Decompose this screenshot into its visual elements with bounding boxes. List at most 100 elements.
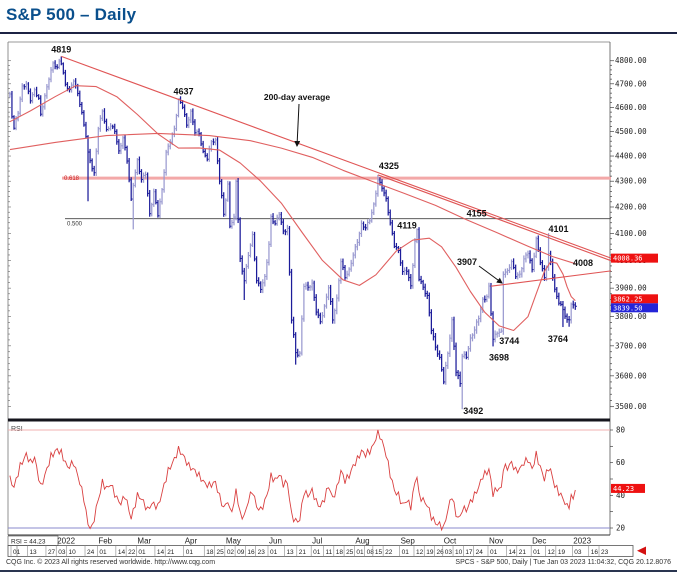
day-tick-label: 12	[548, 549, 556, 556]
rsi-pane-label: RSI	[11, 426, 23, 433]
annotation-4325: 4325	[379, 161, 399, 171]
price-tick-label: 4800.00	[615, 56, 647, 65]
session-info-text: SPCS - S&P 500, Daily | Tue Jan 03 2023 …	[455, 559, 671, 566]
month-label-Jul: Jul	[312, 537, 322, 546]
day-tick-label: 11	[326, 549, 333, 556]
footer: CQG Inc. © 2023 All rights reserved worl…	[0, 558, 677, 572]
day-tick-label: 14	[508, 549, 516, 556]
copyright-text: CQG Inc. © 2023 All rights reserved worl…	[6, 559, 216, 566]
day-tick-label: 25	[217, 549, 225, 556]
annotation-3698: 3698	[489, 352, 509, 362]
day-tick-label: 21	[299, 549, 307, 556]
downtrend-from-4819	[61, 55, 612, 259]
annotations: 4819 4637 4325 4119 4155 4101 4008 3907 3744 3764…	[51, 44, 593, 416]
chart-canvas[interactable]: 3500.003600.003700.003800.003900.004000.…	[0, 34, 677, 558]
day-tick-label: 26	[437, 549, 445, 556]
day-tick-label: 22	[385, 549, 393, 556]
rsi-tick-label: 60	[616, 458, 626, 467]
day-tick-label: 23	[601, 549, 609, 556]
day-tick-label: 01	[356, 549, 364, 556]
day-tick-label: 13	[286, 549, 294, 556]
annotation-3907: 3907	[457, 257, 477, 267]
month-label-2023: 2023	[573, 537, 591, 546]
day-tick-label: 14	[118, 549, 126, 556]
month-label-Nov: Nov	[489, 537, 503, 546]
month-label-Feb: Feb	[98, 537, 112, 546]
price-tick-label: 4700.00	[615, 79, 647, 88]
ma-200-line	[9, 132, 576, 265]
price-badge-value: 3862.25	[613, 295, 643, 303]
month-label-Oct: Oct	[444, 537, 457, 546]
day-tick-label: 15	[375, 549, 383, 556]
annotation-4008: 4008	[573, 258, 593, 268]
day-tick-label: 01	[313, 549, 321, 556]
rsi-badge	[611, 483, 645, 493]
day-tick-label: 18	[206, 549, 214, 556]
month-label-Sep: Sep	[401, 537, 416, 546]
day-tick-label: 01	[138, 549, 146, 556]
price-tick-label: 4100.00	[615, 229, 647, 238]
fib-500-label: 0.500	[67, 222, 83, 228]
annotation-4155: 4155	[467, 209, 487, 219]
rsi-badge-value: 44.23	[613, 485, 634, 493]
day-tick-label: 27	[48, 549, 56, 556]
rsi-tick-label: 20	[616, 523, 626, 532]
day-tick-strip	[7, 545, 634, 557]
price-tick-label: 3700.00	[615, 341, 647, 350]
day-tick-label: 01	[402, 549, 410, 556]
month-label-Aug: Aug	[355, 537, 369, 546]
neckline-3907	[490, 270, 612, 287]
price-tick-label: 4500.00	[615, 127, 647, 136]
downtrend-from-4325	[377, 174, 612, 262]
month-label-Mar: Mar	[137, 537, 151, 546]
price-tick-label: 4400.00	[615, 152, 647, 161]
annotation-4101: 4101	[549, 224, 569, 234]
day-tick-label: 17	[465, 549, 473, 556]
day-tick-label: 10	[455, 549, 463, 556]
rsi-tick-label: 40	[616, 491, 626, 500]
fib-levels: 0.618 0.500	[62, 176, 611, 228]
trendlines	[61, 55, 612, 287]
day-tick-label: 03	[445, 549, 453, 556]
day-tick-label: 21	[167, 549, 175, 556]
price-tick-label: 4600.00	[615, 103, 647, 112]
rsi-line	[9, 429, 576, 532]
annotation-3764: 3764	[548, 334, 568, 344]
annotation-3744: 3744	[499, 336, 519, 346]
pane-separator	[8, 418, 610, 422]
title-bar: S&P 500 – Daily	[0, 0, 677, 34]
price-axis: 3500.003600.003700.003800.003900.004000.…	[8, 56, 647, 411]
day-tick-label: 12	[416, 549, 424, 556]
month-label-Apr: Apr	[185, 537, 198, 546]
month-label-Jun: Jun	[269, 537, 282, 546]
day-tick-label: 03	[58, 549, 66, 556]
day-tick-label: 01	[13, 549, 21, 556]
rsi-tick-label: 80	[616, 426, 626, 435]
chart-frame	[7, 41, 611, 536]
day-tick-label: 01	[99, 549, 107, 556]
price-bars	[9, 56, 577, 410]
annotation-arrow	[294, 103, 301, 147]
price-badge-red	[611, 294, 658, 304]
day-tick-label: 02	[227, 549, 235, 556]
day-tick-label: 25	[346, 549, 354, 556]
price-badge-blue	[611, 303, 658, 313]
day-tick-label: 10	[69, 549, 77, 556]
price-badge-red	[611, 253, 658, 263]
day-tick-label: 16	[591, 549, 599, 556]
day-tick-label: 19	[558, 549, 566, 556]
annotation-arrow	[478, 265, 503, 284]
day-tick-label: 01	[270, 549, 278, 556]
day-tick-label: 14	[157, 549, 165, 556]
day-tick-label: 01	[533, 549, 541, 556]
day-tick-label: 24	[87, 549, 95, 556]
annotation-4119: 4119	[397, 220, 417, 230]
annotation-4637: 4637	[173, 87, 193, 97]
day-tick-label: 24	[476, 549, 484, 556]
rsi-pane: RSI 20 40 60 80 44.23	[8, 426, 645, 532]
page-title: S&P 500 – Daily	[6, 5, 137, 24]
day-tick-label: 08	[367, 549, 375, 556]
day-tick-label: 01	[490, 549, 498, 556]
scroll-left-arrow[interactable]	[637, 546, 646, 556]
